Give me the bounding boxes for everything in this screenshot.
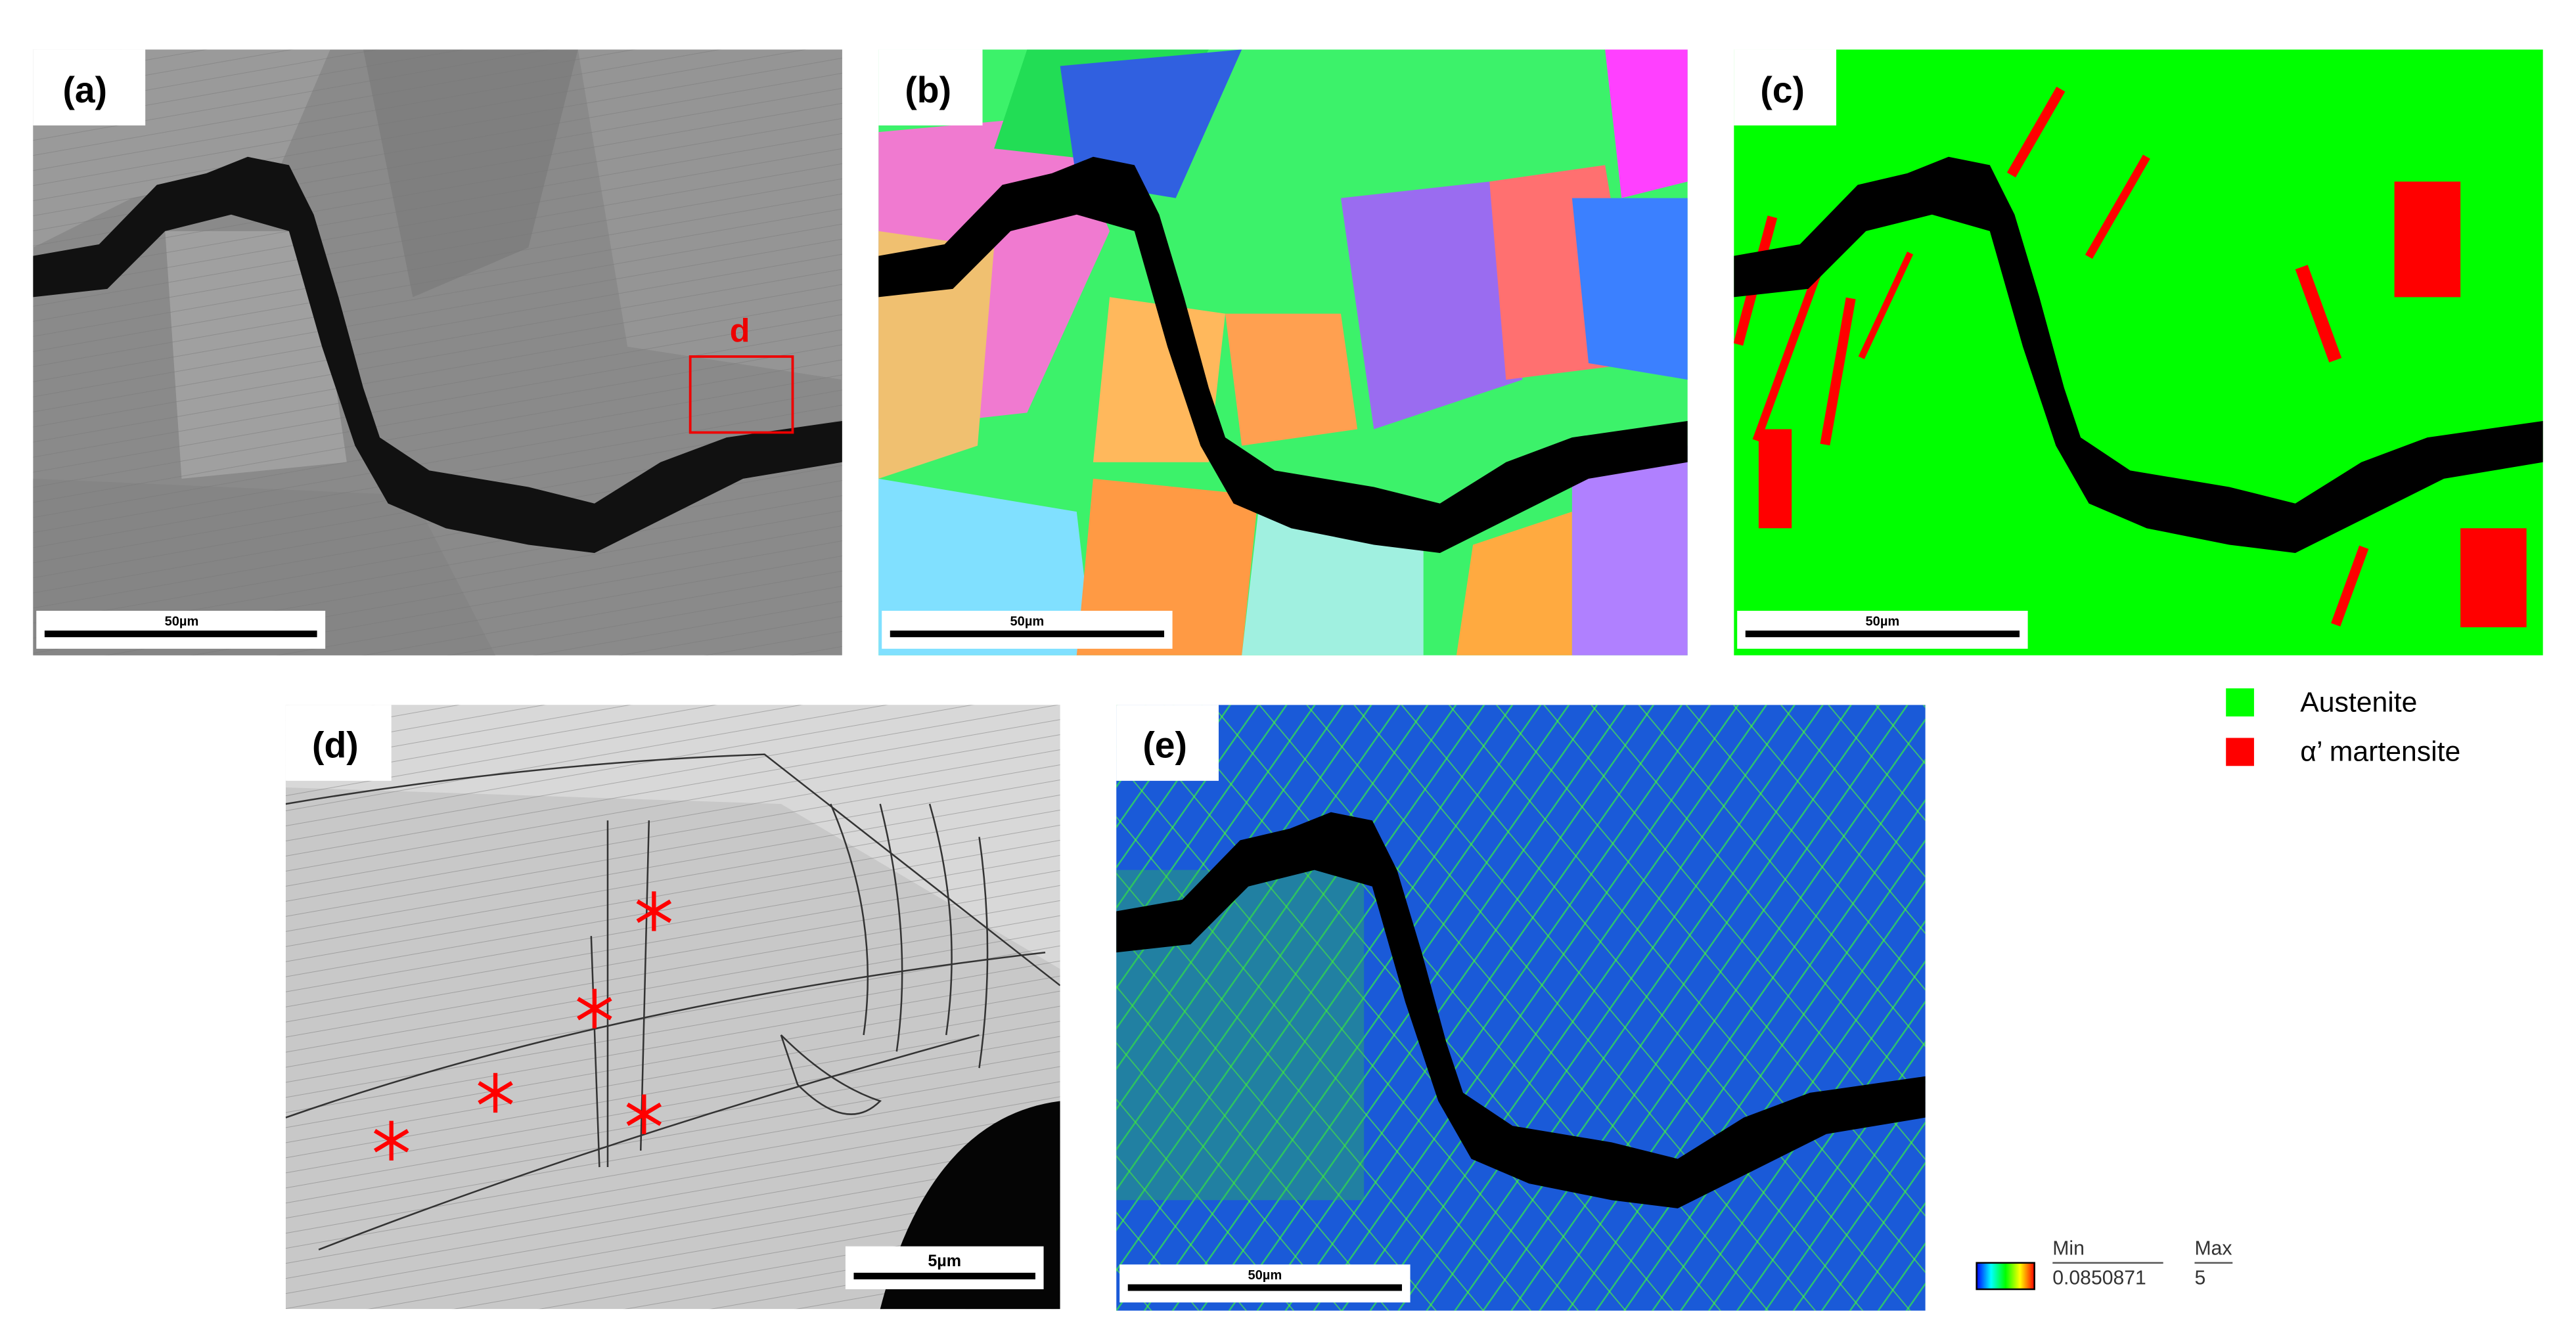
- panel-label: (e): [1142, 725, 1187, 766]
- scale-bars: 50µm 50µm 50µm 5µm 50µm: [36, 610, 2028, 1303]
- colorbar-max-label: Max: [2194, 1237, 2232, 1259]
- panel-label: (b): [905, 70, 951, 110]
- scale-bar-label: 50µm: [165, 615, 199, 629]
- panel-labels: (a) (b) (c) (d) (e) d: [33, 49, 1837, 781]
- legend-label: Austenite: [2300, 686, 2417, 718]
- scale-bar-label: 50µm: [1248, 1268, 1282, 1283]
- legend-swatch: [2226, 688, 2254, 717]
- panel-label: (d): [312, 725, 359, 766]
- legend-swatch: [2226, 738, 2254, 766]
- panel-label: (a): [63, 70, 108, 110]
- scale-bar-label: 50µm: [1865, 615, 1899, 629]
- scale-bar-label: 50µm: [1010, 615, 1044, 629]
- panel-label: (c): [1760, 70, 1805, 110]
- panel-c-image: [1734, 49, 2543, 655]
- panel-e-image: [1116, 705, 1926, 1311]
- colorbar: Min 0.0850871 Max 5: [1976, 1237, 2233, 1291]
- panel-d-image: [285, 705, 1060, 1310]
- box-label: d: [730, 311, 750, 349]
- colorbar-max: 5: [2194, 1268, 2205, 1289]
- panel-a-image: [33, 49, 842, 655]
- colorbar-min: 0.0850871: [2052, 1268, 2146, 1289]
- legend-label: α’ martensite: [2300, 736, 2460, 768]
- legend: Austenite α’ martensite: [2226, 686, 2460, 768]
- scale-bar-label: 5µm: [928, 1252, 961, 1270]
- panel-b-image: [878, 49, 1688, 655]
- colorbar-min-label: Min: [2052, 1237, 2085, 1259]
